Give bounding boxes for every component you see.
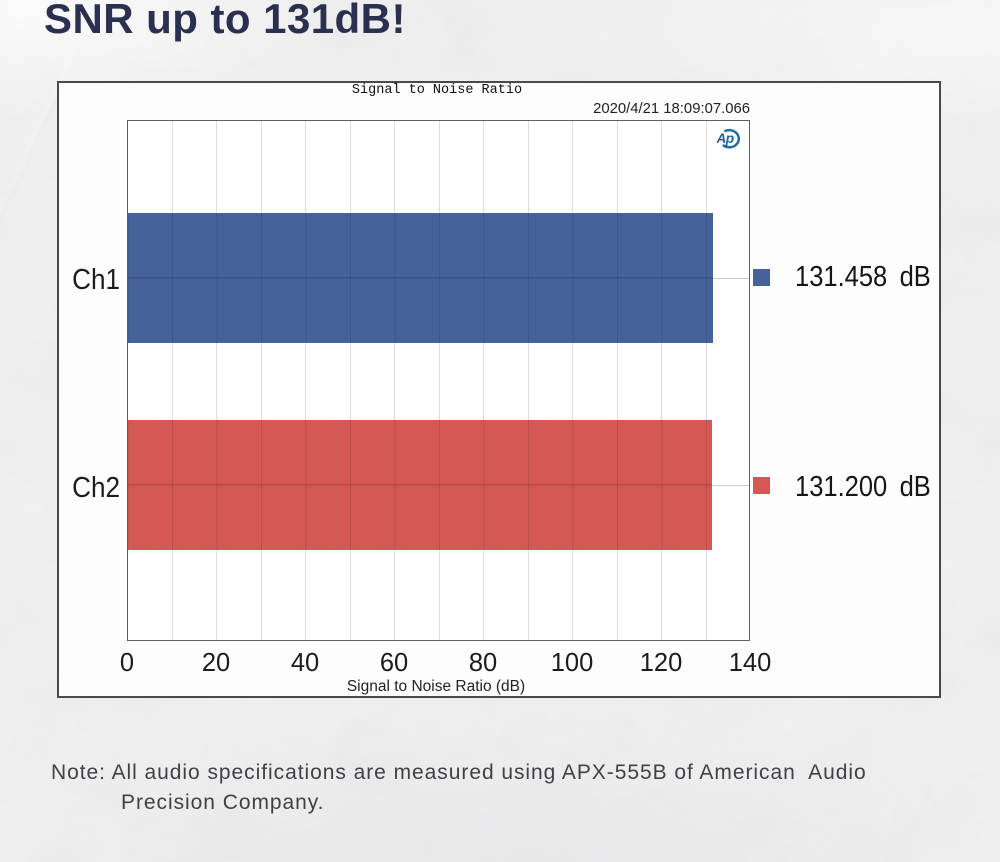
svg-text:p: p — [725, 130, 735, 146]
svg-text:A: A — [717, 131, 726, 146]
